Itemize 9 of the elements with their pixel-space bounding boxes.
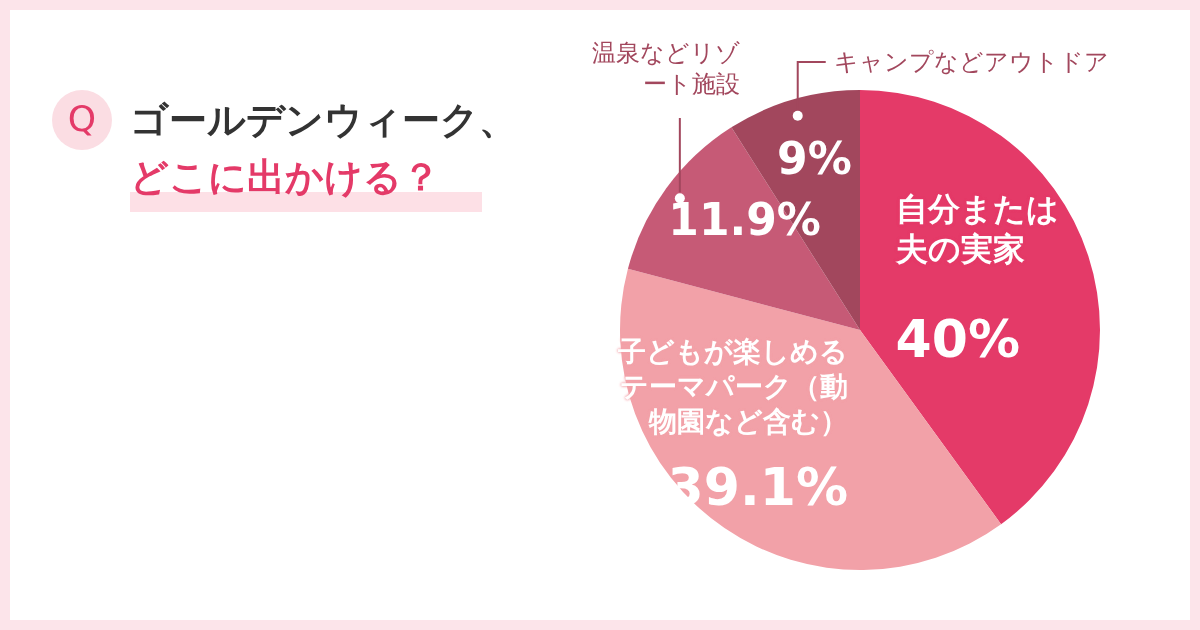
text: どこに出かける？ — [130, 154, 440, 201]
data-label: 9% — [776, 133, 853, 185]
text: Q — [66, 98, 98, 139]
slice-label: 自分または夫の実家 — [895, 189, 1060, 270]
slice-label: 温泉などリゾート施設 — [590, 38, 740, 101]
data-label: 11.9% — [668, 193, 821, 245]
data-label: 40% — [895, 309, 1021, 370]
slice-label: キャンプなどアウトドア — [833, 47, 1109, 78]
text: ゴールデンウィーク、 — [130, 97, 517, 144]
